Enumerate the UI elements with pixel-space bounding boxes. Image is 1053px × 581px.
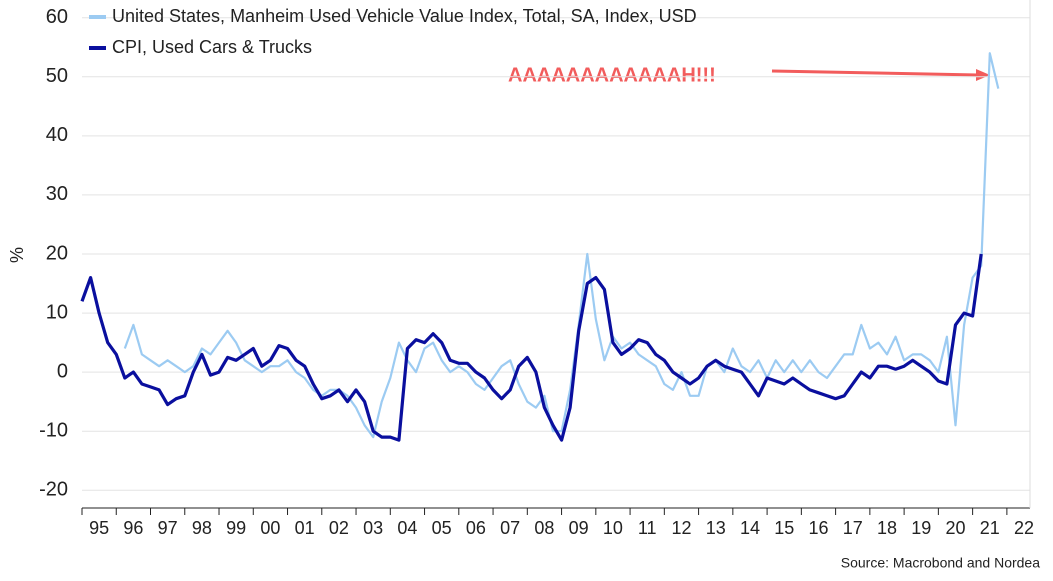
x-tick-label: 10 bbox=[603, 518, 623, 538]
x-tick-label: 09 bbox=[569, 518, 589, 538]
x-tick-label: 01 bbox=[295, 518, 315, 538]
x-tick-label: 19 bbox=[911, 518, 931, 538]
y-tick-label: 20 bbox=[46, 242, 68, 264]
x-tick-label: 20 bbox=[945, 518, 965, 538]
x-tick-label: 11 bbox=[638, 518, 657, 538]
legend-label: CPI, Used Cars & Trucks bbox=[112, 37, 312, 57]
y-tick-label: 40 bbox=[46, 124, 68, 146]
x-tick-label: 18 bbox=[877, 518, 897, 538]
x-tick-label: 03 bbox=[363, 518, 383, 538]
x-tick-label: 96 bbox=[123, 518, 143, 538]
x-tick-label: 06 bbox=[466, 518, 486, 538]
x-tick-label: 97 bbox=[158, 518, 178, 538]
annotation-arrow bbox=[771, 69, 979, 77]
y-tick-label: 50 bbox=[46, 65, 68, 87]
data-line bbox=[123, 52, 1000, 439]
x-tick-label: 17 bbox=[843, 518, 863, 538]
annotation: AAAAAAAAAAAAH!!! bbox=[508, 64, 716, 86]
x-tick-label: 21 bbox=[980, 518, 1000, 538]
x-tick-label: 99 bbox=[226, 518, 246, 538]
x-tick-label: 15 bbox=[774, 518, 794, 538]
x-tick-label: 16 bbox=[808, 518, 828, 538]
x-tick-label: 04 bbox=[397, 518, 417, 538]
x-tick-label: 00 bbox=[260, 518, 280, 538]
y-tick-label: 0 bbox=[57, 360, 68, 382]
y-tick-label: 30 bbox=[46, 183, 68, 205]
x-tick-label: 95 bbox=[89, 518, 109, 538]
x-tick-label: 22 bbox=[1014, 518, 1034, 538]
y-tick-label: -20 bbox=[39, 479, 68, 501]
x-tick-label: 98 bbox=[192, 518, 212, 538]
x-tick-label: 05 bbox=[432, 518, 452, 538]
y-tick-label: 10 bbox=[46, 301, 68, 323]
y-axis-label: % bbox=[7, 247, 27, 263]
x-tick-label: 08 bbox=[534, 518, 554, 538]
legend-label: United States, Manheim Used Vehicle Valu… bbox=[112, 6, 697, 26]
x-tick-label: 07 bbox=[500, 518, 520, 538]
x-tick-label: 12 bbox=[671, 518, 691, 538]
x-tick-label: 14 bbox=[740, 518, 760, 538]
source: Source: Macrobond and Nordea bbox=[841, 555, 1040, 571]
data-line bbox=[80, 253, 983, 442]
annotation-arrowhead bbox=[976, 69, 990, 81]
x-tick-label: 13 bbox=[706, 518, 726, 538]
y-tick-label: 60 bbox=[46, 6, 68, 28]
y-tick-label: -10 bbox=[39, 419, 68, 441]
x-tick-label: 02 bbox=[329, 518, 349, 538]
